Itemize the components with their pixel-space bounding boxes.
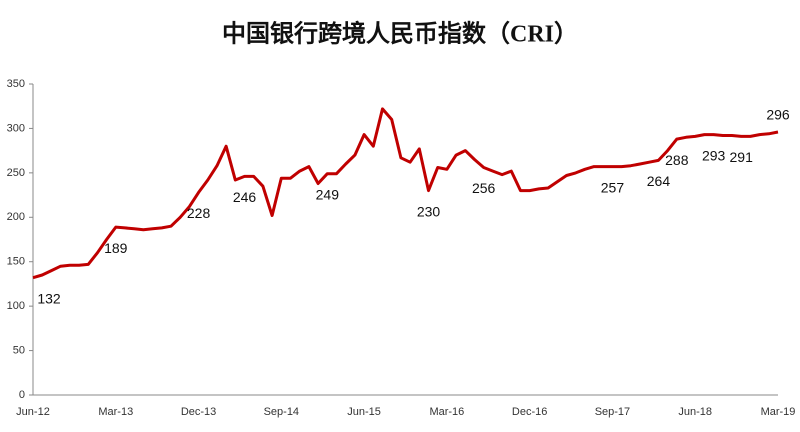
data-label: 264: [647, 173, 671, 189]
x-tick-label: Mar-13: [98, 406, 133, 418]
x-tick-label: Mar-16: [429, 406, 464, 418]
data-label: 230: [417, 203, 441, 219]
x-tick-label: Mar-19: [761, 406, 796, 418]
x-tick-label: Dec-16: [512, 406, 547, 418]
x-tick-label: Sep-17: [595, 406, 630, 418]
y-tick-label: 150: [7, 256, 25, 268]
data-label: 291: [730, 149, 754, 165]
x-tick-label: Jun-15: [347, 406, 381, 418]
x-tick-label: Jun-18: [678, 406, 712, 418]
data-label: 293: [702, 147, 726, 163]
y-tick-label: 200: [7, 211, 25, 223]
y-tick-label: 300: [7, 122, 25, 134]
data-label: 288: [665, 152, 689, 168]
data-label: 228: [187, 205, 211, 221]
data-label: 256: [472, 180, 496, 196]
y-tick-label: 250: [7, 167, 25, 179]
data-label: 296: [766, 107, 790, 123]
y-tick-label: 100: [7, 300, 25, 312]
data-label: 257: [601, 179, 625, 195]
x-tick-label: Dec-13: [181, 406, 216, 418]
data-label: 189: [104, 240, 128, 256]
data-label: 246: [233, 189, 257, 205]
y-tick-label: 350: [7, 78, 25, 90]
y-tick-label: 0: [19, 389, 25, 401]
data-label: 132: [37, 290, 61, 306]
x-tick-label: Sep-14: [264, 406, 299, 418]
x-tick-label: Jun-12: [16, 406, 50, 418]
line: [32, 107, 779, 280]
chart-title: 中国银行跨境人民币指数（CRI）: [222, 20, 578, 48]
y-tick-label: 50: [13, 344, 25, 356]
data-label: 249: [316, 186, 340, 202]
